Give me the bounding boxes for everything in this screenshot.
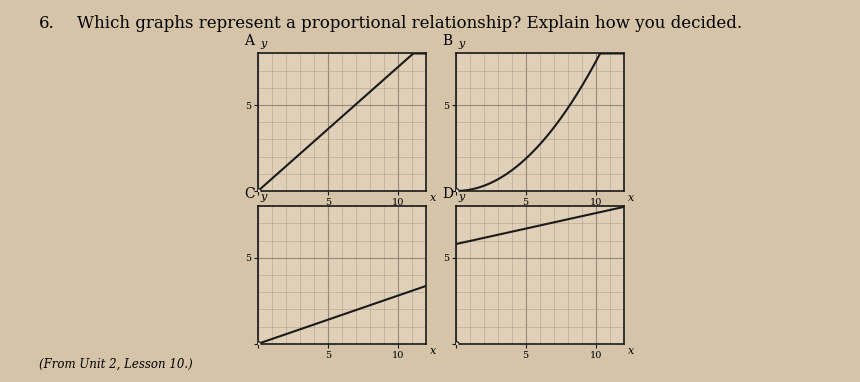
Text: x: x bbox=[430, 193, 436, 203]
Text: Which graphs represent a proportional relationship? Explain how you decided.: Which graphs represent a proportional re… bbox=[77, 15, 742, 32]
Text: x: x bbox=[430, 346, 436, 356]
Text: y: y bbox=[261, 39, 267, 49]
Text: y: y bbox=[458, 39, 464, 49]
Text: y: y bbox=[458, 192, 464, 202]
Text: C: C bbox=[244, 186, 255, 201]
Text: x: x bbox=[628, 346, 634, 356]
Text: x: x bbox=[628, 193, 634, 203]
Text: A: A bbox=[244, 34, 255, 48]
Text: D: D bbox=[442, 186, 453, 201]
Text: B: B bbox=[442, 34, 452, 48]
Text: y: y bbox=[261, 192, 267, 202]
Text: (From Unit 2, Lesson 10.): (From Unit 2, Lesson 10.) bbox=[39, 358, 193, 371]
Text: 6.: 6. bbox=[39, 15, 54, 32]
